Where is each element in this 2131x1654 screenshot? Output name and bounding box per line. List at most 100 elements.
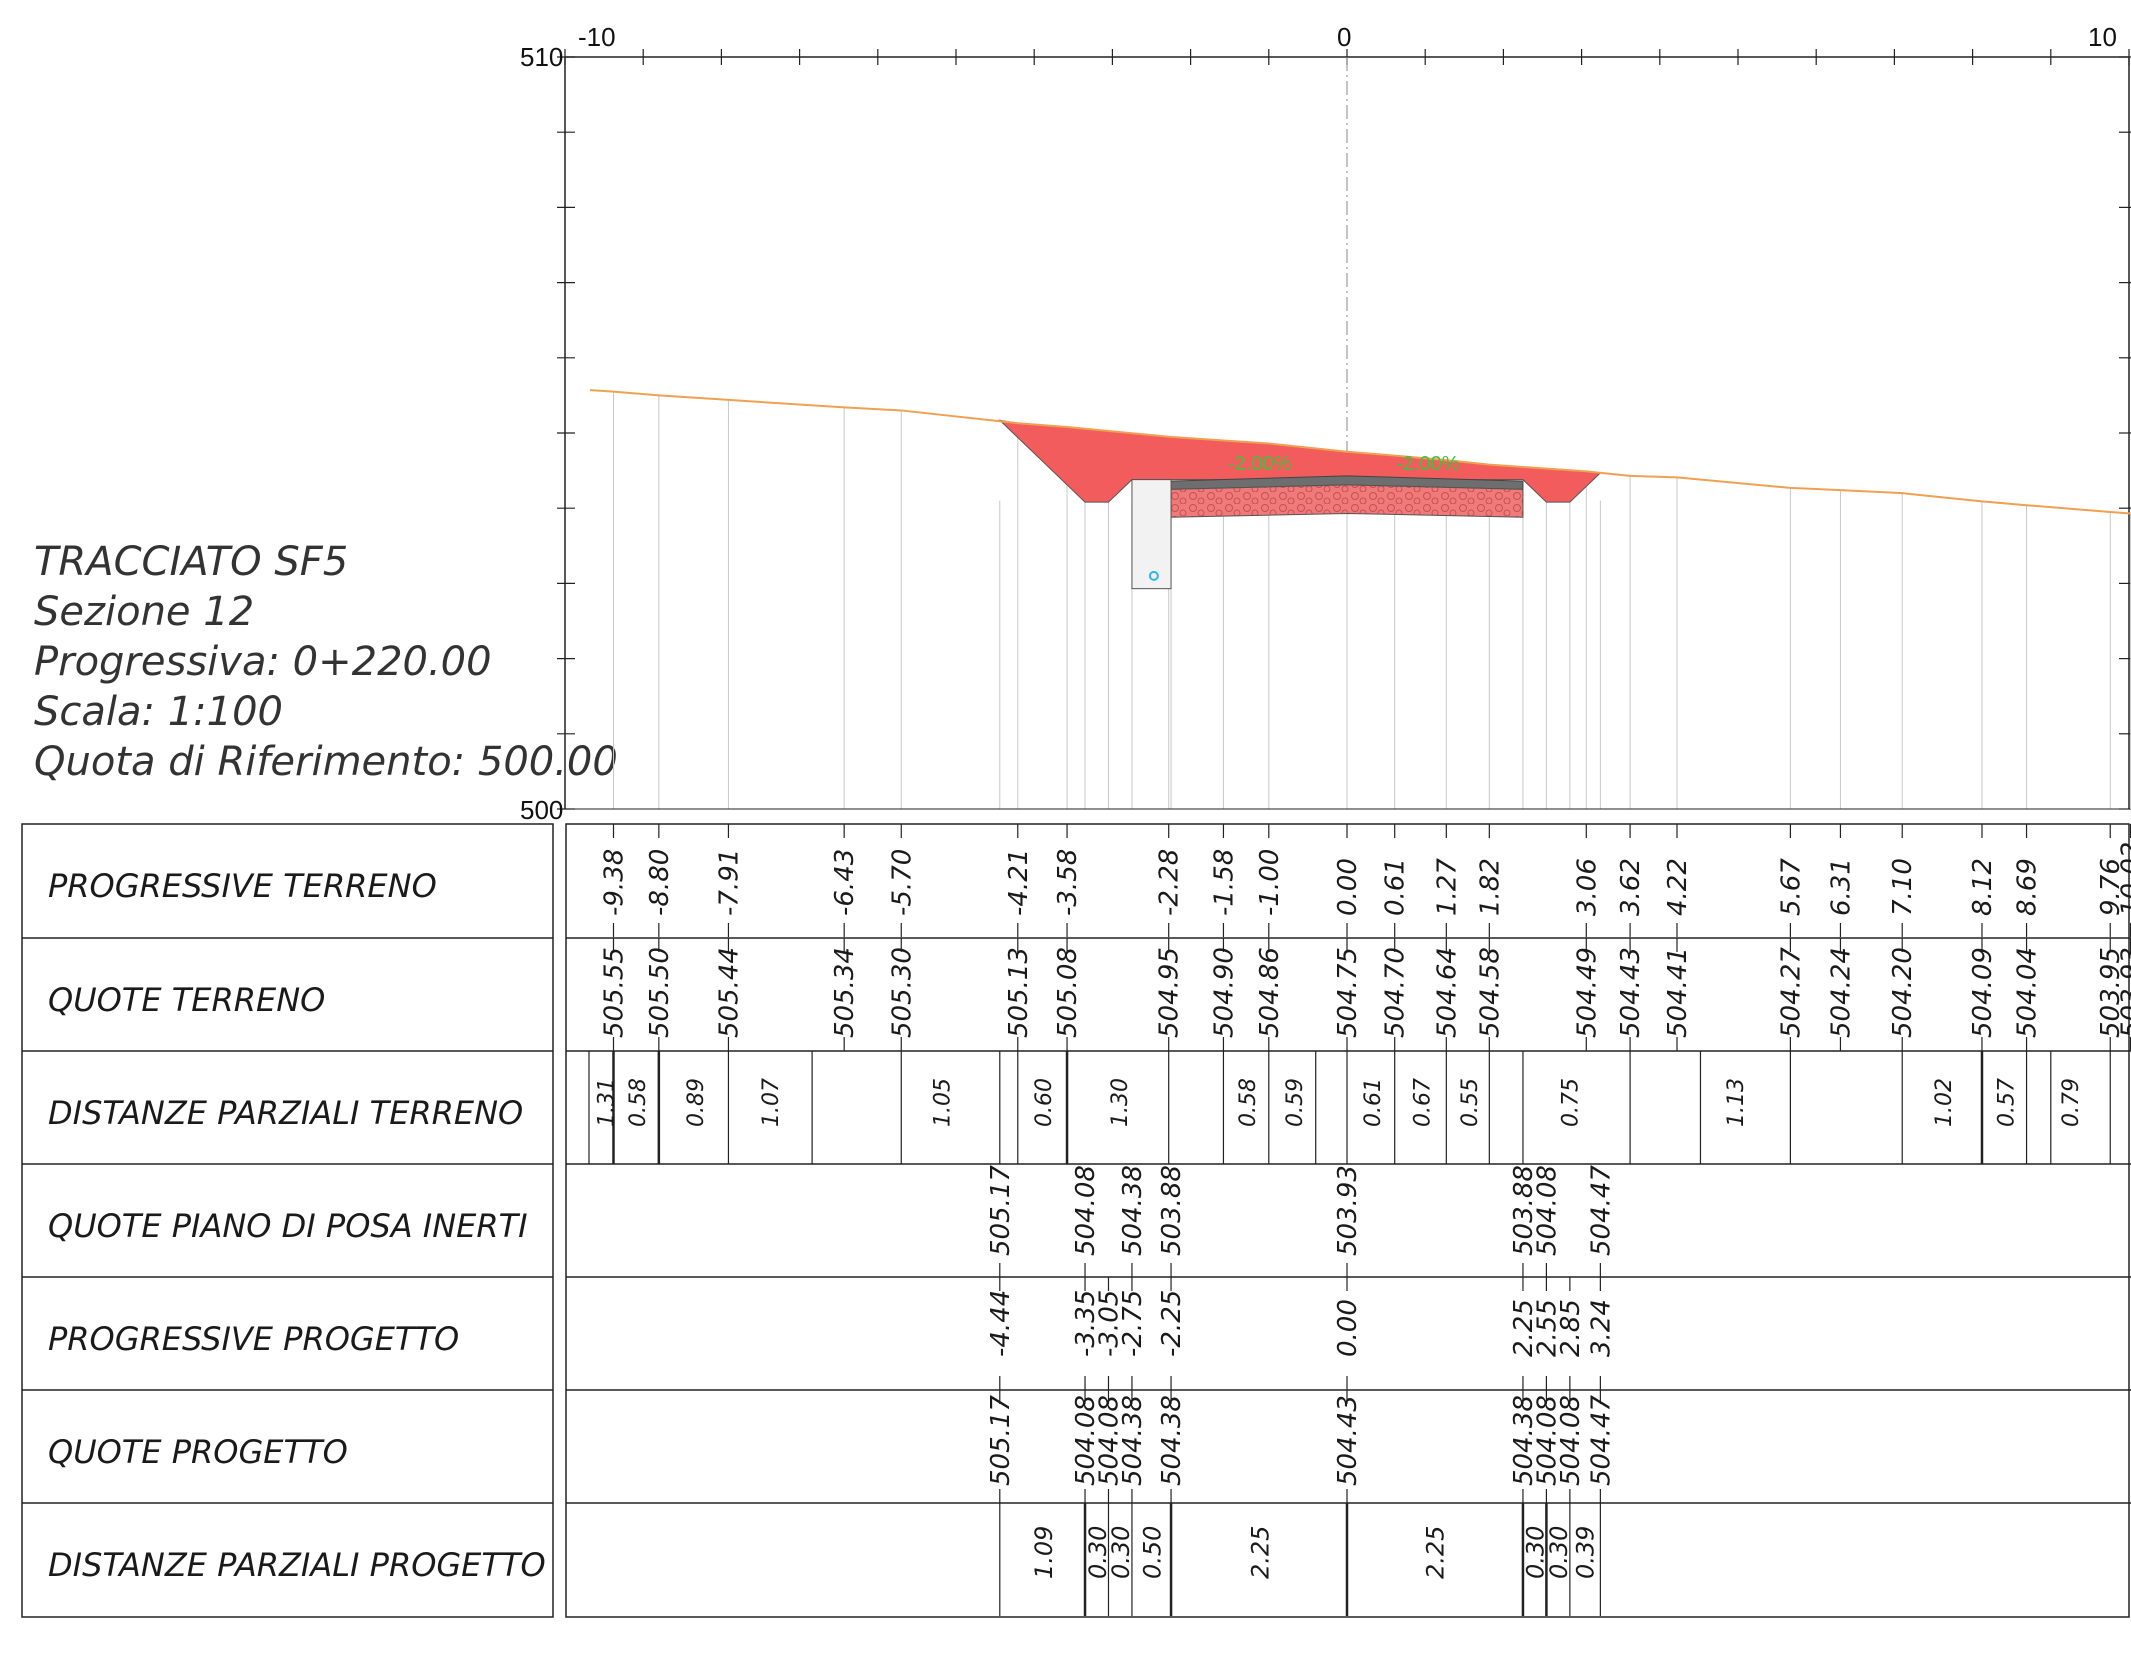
quota-terreno-label: 504.24 — [1826, 947, 1856, 1038]
distanza-terreno-label: 0.58 — [626, 1078, 651, 1127]
progressiva-progetto-label: 2.55 — [1532, 1299, 1562, 1357]
distanza-terreno-label: 1.07 — [759, 1078, 784, 1127]
progressiva-terreno-label: -1.58 — [1209, 849, 1239, 916]
info-title: TRACCIATO SF5 — [34, 539, 348, 585]
slope-labels: -2.00% -2.00% — [1228, 453, 1460, 475]
row-label-quote-progetto: QUOTE PROGETTO — [48, 1433, 348, 1471]
progressiva-progetto-label: 3.24 — [1586, 1299, 1616, 1357]
distanza-terreno-label: 0.60 — [1032, 1078, 1057, 1127]
quota-inerti-label: 503.93 — [1333, 1165, 1363, 1256]
distanza-terreno-label: 0.75 — [1558, 1078, 1583, 1127]
row-labels: PROGRESSIVE TERRENO QUOTE TERRENO DISTAN… — [48, 867, 546, 1584]
quota-inerti-label: 504.08 — [1071, 1165, 1101, 1256]
distanza-terreno-label: 1.31 — [595, 1078, 620, 1127]
quota-terreno-label: 504.95 — [1155, 947, 1185, 1038]
quota-progetto-label: 504.08 — [1071, 1395, 1101, 1486]
quota-terreno-label: 505.30 — [887, 947, 917, 1038]
info-scala: Scala: 1:100 — [34, 689, 283, 735]
quota-terreno-label: 504.41 — [1663, 947, 1693, 1038]
progressiva-terreno-label: -4.21 — [1004, 849, 1034, 916]
progressiva-terreno-label: -3.58 — [1053, 849, 1083, 916]
progressiva-terreno-label: -8.80 — [645, 849, 675, 916]
distanza-terreno-label: 0.89 — [684, 1078, 709, 1127]
quota-terreno-label: 505.55 — [599, 947, 629, 1038]
distanza-progetto-label: 0.30 — [1522, 1526, 1550, 1579]
progressiva-terreno-label: 1.27 — [1432, 858, 1462, 916]
progressiva-progetto-label: -4.44 — [986, 1290, 1016, 1357]
quota-progetto-label: 504.08 — [1094, 1395, 1124, 1486]
y-label-bottom: 500 — [520, 795, 563, 825]
y-label-top: 510 — [520, 42, 563, 72]
slope-right: -2.00% — [1396, 453, 1460, 475]
drain-trench — [1131, 479, 1172, 590]
quota-terreno-label: 504.90 — [1209, 947, 1239, 1038]
axis-labels: -10 0 10 510 500 — [520, 22, 2117, 825]
x-label-left: -10 — [578, 22, 616, 52]
quota-inerti-label: 503.88 — [1509, 1165, 1539, 1256]
distanza-terreno-label: 0.79 — [2059, 1078, 2084, 1127]
distanza-terreno-label: 1.30 — [1108, 1078, 1133, 1127]
progressiva-terreno-label: 9.76 — [2096, 858, 2126, 916]
distanza-progetto-label: 1.09 — [1030, 1526, 1058, 1579]
quota-inerti-label: 505.17 — [986, 1165, 1016, 1256]
progressiva-terreno-label: 7.10 — [1888, 858, 1918, 916]
quota-progetto-label: 504.08 — [1556, 1395, 1586, 1486]
quota-terreno-label: 504.64 — [1432, 947, 1462, 1038]
progressiva-terreno-label: 0.00 — [1333, 858, 1363, 916]
distanza-progetto-label: 0.50 — [1139, 1526, 1167, 1579]
quota-terreno-label: 504.86 — [1255, 947, 1285, 1038]
progressiva-terreno-label: 3.06 — [1572, 858, 1602, 916]
distanza-progetto-label: 2.25 — [1422, 1526, 1450, 1579]
distanza-progetto-label: 0.30 — [1545, 1526, 1573, 1579]
quota-terreno-label: 503.93 — [2117, 947, 2131, 1038]
quota-terreno-label: 505.13 — [1004, 947, 1034, 1038]
progressiva-terreno-label: 10.02 — [2117, 842, 2131, 916]
progressiva-terreno-label: -1.00 — [1255, 849, 1285, 916]
info-section: Sezione 12 — [34, 589, 254, 635]
quota-terreno-label: 503.95 — [2096, 947, 2126, 1038]
quota-inerti-label: 504.38 — [1118, 1165, 1148, 1256]
distanza-progetto-label: 0.39 — [1572, 1526, 1600, 1579]
progressiva-progetto-label: 2.25 — [1509, 1299, 1539, 1357]
progressiva-terreno-label: -7.91 — [714, 849, 744, 916]
progressiva-terreno-label: 1.82 — [1475, 858, 1505, 916]
progressiva-terreno-label: 6.31 — [1826, 858, 1856, 916]
quota-terreno-label: 505.50 — [645, 947, 675, 1038]
distanza-progetto-label: 2.25 — [1246, 1526, 1274, 1579]
row-label-quote-inerti: QUOTE PIANO DI POSA INERTI — [48, 1207, 528, 1245]
row-label-distanze-terreno: DISTANZE PARZIALI TERRENO — [48, 1094, 523, 1132]
row-label-progressive-terreno: PROGRESSIVE TERRENO — [48, 867, 437, 905]
quota-terreno-label: 505.34 — [830, 947, 860, 1038]
progressiva-terreno-label: 3.62 — [1616, 858, 1646, 916]
section-plot — [557, 49, 2131, 810]
row-label-quote-terreno: QUOTE TERRENO — [48, 981, 325, 1019]
slope-left: -2.00% — [1228, 453, 1292, 475]
quota-inerti-label: 504.47 — [1586, 1165, 1616, 1256]
quota-progetto-label: 504.38 — [1157, 1395, 1187, 1486]
section-table: PROGRESSIVE TERRENO QUOTE TERRENO DISTAN… — [21, 823, 2131, 1618]
distanza-terreno-label: 0.57 — [1995, 1078, 2020, 1127]
info-block: TRACCIATO SF5 Sezione 12 Progressiva: 0+… — [34, 539, 618, 785]
drain-pipe-icon — [1148, 570, 1159, 581]
label-frame — [21, 823, 554, 1618]
quota-terreno-label: 504.09 — [1968, 947, 1998, 1038]
quota-terreno-label: 505.08 — [1053, 947, 1083, 1038]
quota-progetto-label: 504.47 — [1586, 1395, 1616, 1486]
progressiva-progetto-label: -3.35 — [1071, 1290, 1101, 1357]
progressiva-terreno-label: 8.12 — [1968, 858, 1998, 916]
row-label-distanze-progetto: DISTANZE PARZIALI PROGETTO — [48, 1546, 546, 1584]
progressiva-terreno-label: 4.22 — [1663, 858, 1693, 916]
info-progressiva: Progressiva: 0+220.00 — [34, 639, 492, 685]
quota-progetto-label: 504.38 — [1509, 1395, 1539, 1486]
progressiva-terreno-label: -5.70 — [887, 849, 917, 916]
quota-inerti-label: 503.88 — [1157, 1165, 1187, 1256]
quota-terreno-label: 504.43 — [1616, 947, 1646, 1038]
x-label-center: 0 — [1337, 22, 1351, 52]
progressiva-terreno-label: -6.43 — [830, 849, 860, 916]
quota-terreno-label: 505.44 — [714, 947, 744, 1038]
progressiva-terreno-label: 8.69 — [2013, 858, 2043, 916]
quota-terreno-label: 504.04 — [2013, 947, 2043, 1038]
distanza-progetto-label: 0.30 — [1107, 1526, 1135, 1579]
progressiva-terreno-label: 5.67 — [1776, 858, 1806, 916]
distanza-terreno-label: 1.13 — [1724, 1078, 1749, 1127]
